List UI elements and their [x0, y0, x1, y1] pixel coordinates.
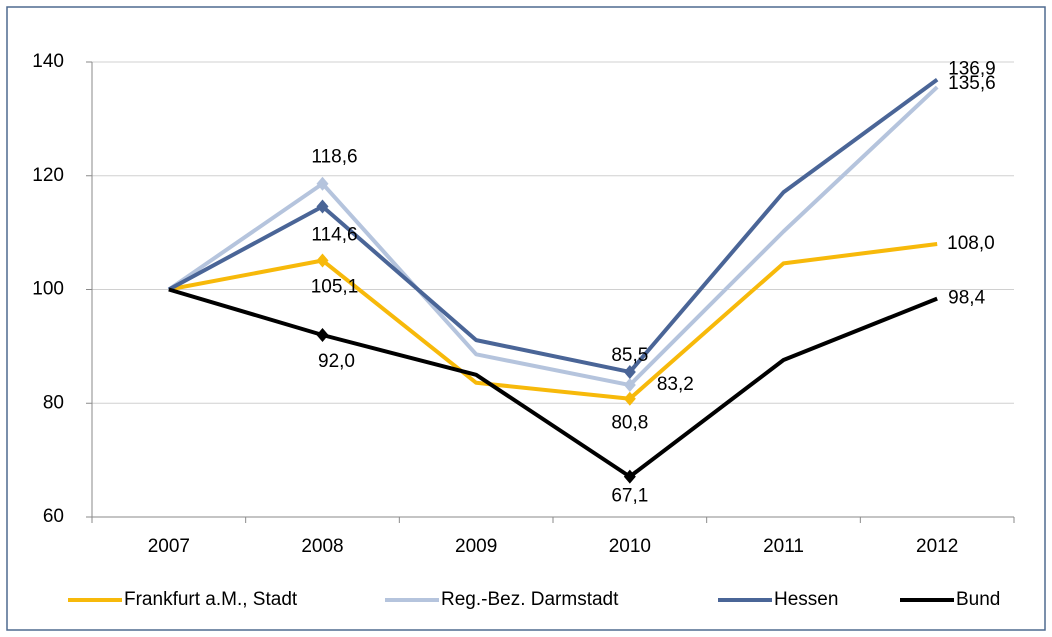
point-marker	[316, 176, 329, 191]
series-line	[167, 85, 939, 388]
x-tick-label: 2008	[301, 536, 343, 557]
point-marker	[316, 199, 329, 214]
data-label: 105,1	[311, 277, 359, 298]
series-line	[167, 78, 939, 374]
data-label: 67,1	[611, 486, 648, 507]
series-line	[168, 287, 938, 479]
y-tick-label: 60	[43, 506, 64, 527]
y-tick-label: 140	[32, 51, 64, 72]
point-marker	[623, 378, 636, 393]
data-label: 136,9	[948, 59, 996, 80]
data-label: 85,5	[611, 345, 648, 366]
x-tick-label: 2009	[455, 536, 497, 557]
legend-label: Bund	[956, 589, 1000, 610]
point-marker	[623, 469, 636, 484]
y-tick-label: 80	[43, 392, 64, 413]
data-label: 83,2	[657, 374, 694, 395]
x-tick-label: 2011	[763, 536, 804, 557]
x-tick-label: 2010	[609, 536, 651, 557]
y-tick-label: 120	[32, 165, 64, 186]
data-label: 114,6	[311, 224, 357, 245]
point-marker	[316, 328, 329, 342]
series-line	[168, 242, 938, 401]
y-tick-label: 100	[32, 279, 64, 300]
data-label: 135,6	[948, 73, 996, 94]
legend-label: Reg.-Bez. Darmstadt	[441, 589, 619, 610]
data-label: 92,0	[318, 351, 355, 372]
point-marker	[316, 253, 329, 268]
data-label: 108,0	[947, 233, 995, 254]
x-tick-label: 2007	[148, 536, 190, 557]
x-tick-label: 2012	[916, 536, 958, 557]
legend-label: Frankfurt a.M., Stadt	[124, 589, 298, 610]
data-label: 118,6	[311, 147, 357, 168]
data-label: 80,8	[611, 413, 648, 434]
point-marker	[623, 364, 636, 379]
data-label: 98,4	[948, 288, 985, 309]
chart-frame	[6, 6, 1046, 631]
point-marker	[623, 391, 636, 406]
legend-label: Hessen	[774, 589, 838, 610]
